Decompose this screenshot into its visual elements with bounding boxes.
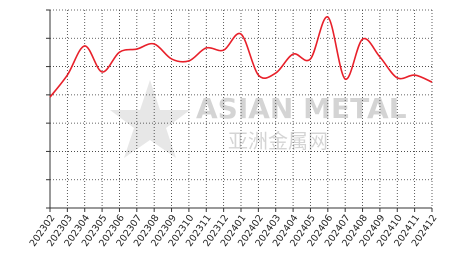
- line: [49, 16, 433, 98]
- watermark-logo: [110, 80, 190, 158]
- watermark-cn: 亚洲金属网: [228, 129, 328, 153]
- watermark: ASIAN METAL: [196, 92, 407, 125]
